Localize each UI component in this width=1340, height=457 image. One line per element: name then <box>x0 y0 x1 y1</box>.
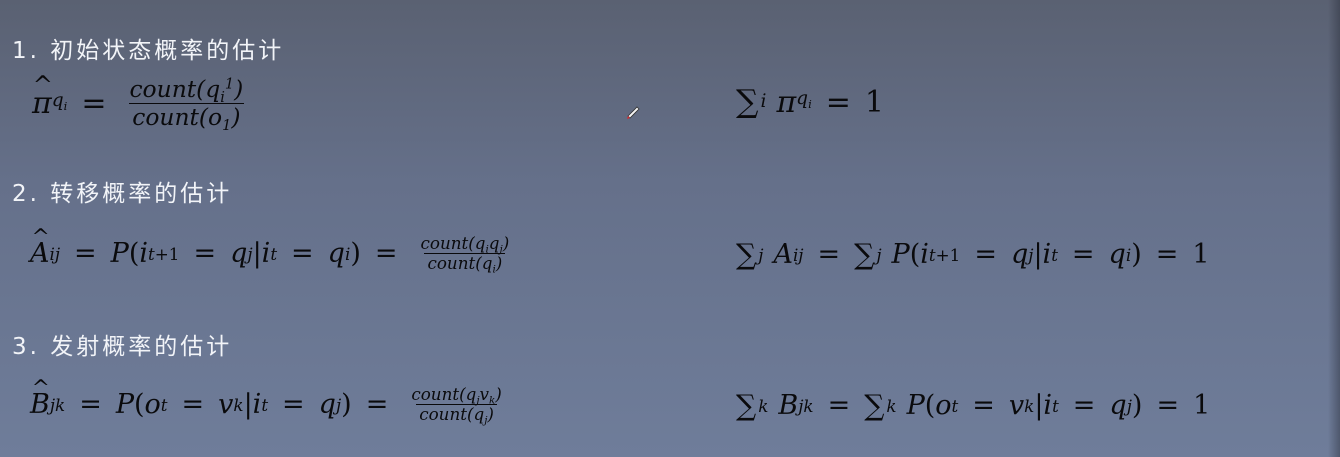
section-2-heading: 2. 转移概率的估计 <box>12 181 233 207</box>
section-1-heading: 1. 初始状态概率的估计 <box>12 38 285 64</box>
transition-prob-estimate-formula: Aij = P(it+1=qj|it=qi) = count(qiqj) cou… <box>30 233 518 276</box>
initial-prob-estimate-formula: πqi = count(qi1) count(o1) <box>32 75 252 134</box>
emission-prob-estimate-formula: Bjk = P(ot=vk|it=qj) = count(qjvk) count… <box>30 384 511 427</box>
pencil-cursor-icon <box>627 106 640 119</box>
emission-prob-fraction: count(qjvk) count(qj) <box>411 384 502 427</box>
window-edge <box>1328 0 1340 457</box>
transition-prob-fraction: count(qiqj) count(qi) <box>420 233 510 276</box>
initial-prob-sum-constraint: ∑ i π qi = 1 <box>736 84 884 120</box>
section-3-heading: 3. 发射概率的估计 <box>12 334 233 360</box>
initial-prob-fraction: count(qi1) count(o1) <box>129 75 244 134</box>
